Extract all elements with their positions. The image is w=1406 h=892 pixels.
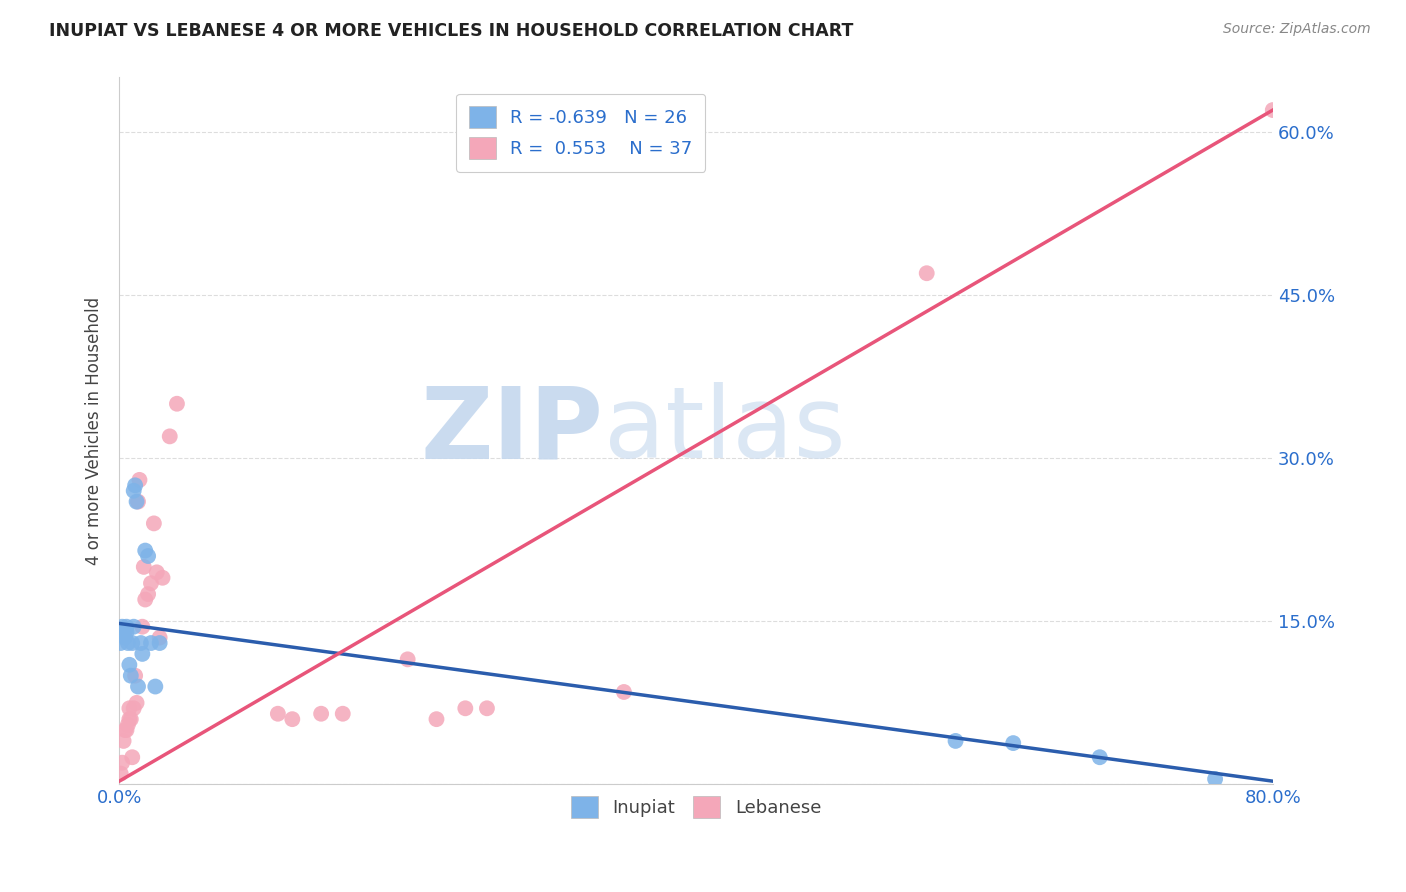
Point xyxy=(122,701,145,715)
Point xyxy=(121,750,143,764)
Point xyxy=(281,712,304,726)
Point xyxy=(454,701,477,715)
Point xyxy=(120,668,142,682)
Point xyxy=(114,723,136,737)
Point xyxy=(1088,750,1111,764)
Point xyxy=(475,701,498,715)
Point xyxy=(131,620,153,634)
Point xyxy=(136,549,159,563)
Point xyxy=(118,701,141,715)
Point xyxy=(127,680,149,694)
Point xyxy=(112,734,135,748)
Point xyxy=(945,734,967,748)
Point xyxy=(112,625,135,640)
Point xyxy=(915,266,938,280)
Point xyxy=(117,636,139,650)
Text: Source: ZipAtlas.com: Source: ZipAtlas.com xyxy=(1223,22,1371,37)
Point xyxy=(115,723,138,737)
Point xyxy=(117,717,139,731)
Point xyxy=(124,668,146,682)
Point xyxy=(139,636,162,650)
Point xyxy=(115,625,138,640)
Point xyxy=(143,680,166,694)
Point xyxy=(134,592,156,607)
Point xyxy=(149,631,172,645)
Point xyxy=(332,706,354,721)
Point xyxy=(111,756,134,770)
Point xyxy=(128,473,150,487)
Point xyxy=(1002,736,1025,750)
Point xyxy=(118,712,141,726)
Point xyxy=(129,636,152,650)
Point xyxy=(124,478,146,492)
Point xyxy=(111,620,134,634)
Point xyxy=(145,566,167,580)
Point xyxy=(267,706,290,721)
Text: INUPIAT VS LEBANESE 4 OR MORE VEHICLES IN HOUSEHOLD CORRELATION CHART: INUPIAT VS LEBANESE 4 OR MORE VEHICLES I… xyxy=(49,22,853,40)
Point xyxy=(120,712,142,726)
Point xyxy=(131,647,153,661)
Point xyxy=(425,712,447,726)
Point xyxy=(118,657,141,672)
Point xyxy=(136,587,159,601)
Point xyxy=(110,766,132,780)
Point xyxy=(613,685,636,699)
Point xyxy=(132,560,155,574)
Point xyxy=(122,483,145,498)
Point xyxy=(121,636,143,650)
Point xyxy=(115,620,138,634)
Point xyxy=(309,706,332,721)
Text: atlas: atlas xyxy=(603,383,845,479)
Point xyxy=(159,429,181,443)
Y-axis label: 4 or more Vehicles in Household: 4 or more Vehicles in Household xyxy=(86,297,103,565)
Point xyxy=(396,652,419,666)
Legend: Inupiat, Lebanese: Inupiat, Lebanese xyxy=(564,789,828,825)
Point xyxy=(127,494,149,508)
Text: ZIP: ZIP xyxy=(420,383,603,479)
Point xyxy=(1204,772,1226,786)
Point xyxy=(1261,103,1284,117)
Point xyxy=(166,397,188,411)
Point xyxy=(114,631,136,645)
Point xyxy=(122,620,145,634)
Point xyxy=(152,571,174,585)
Point xyxy=(125,494,148,508)
Point xyxy=(125,696,148,710)
Point xyxy=(139,576,162,591)
Point xyxy=(110,636,132,650)
Point xyxy=(134,543,156,558)
Point xyxy=(142,516,165,531)
Point xyxy=(149,636,172,650)
